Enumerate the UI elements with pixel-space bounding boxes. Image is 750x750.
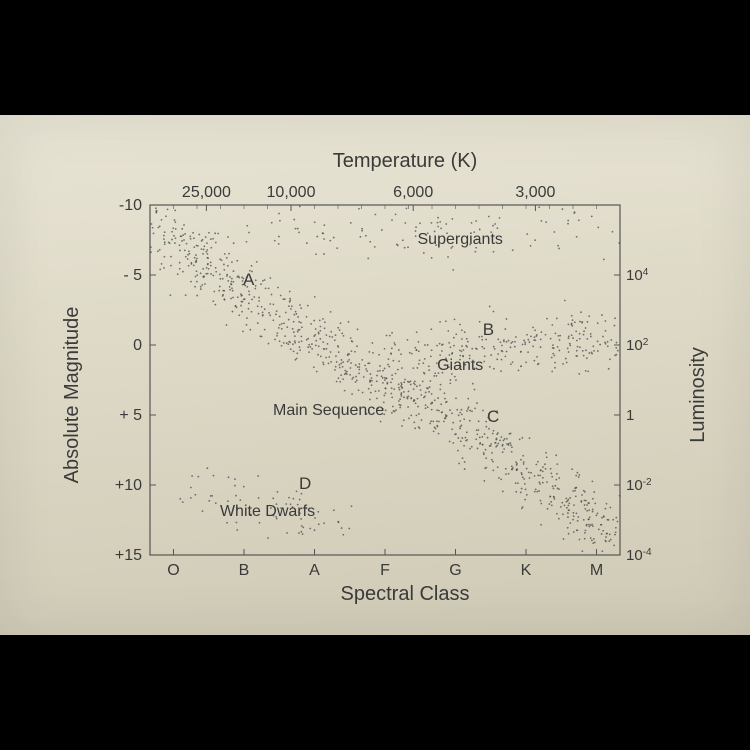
svg-text:25,000: 25,000 — [182, 184, 231, 201]
svg-text:0: 0 — [133, 337, 142, 354]
svg-text:D: D — [299, 474, 311, 493]
svg-text:A: A — [243, 270, 255, 289]
svg-text:B: B — [239, 562, 250, 579]
left-axis-title: Absolute Magnitude — [61, 307, 83, 484]
svg-text:-10: -10 — [119, 197, 142, 214]
svg-text:B: B — [483, 320, 494, 339]
svg-text:White Dwarfs: White Dwarfs — [220, 503, 315, 520]
svg-text:C: C — [487, 407, 499, 426]
svg-text:10-2: 10-2 — [626, 477, 652, 495]
svg-text:+ 5: + 5 — [119, 407, 142, 424]
chart-svg: Temperature (K) Absolute Magnitude Lumin… — [60, 145, 710, 605]
svg-text:Giants: Giants — [437, 357, 483, 374]
svg-text:Main Sequence: Main Sequence — [273, 402, 384, 419]
top-axis-title: Temperature (K) — [333, 150, 478, 172]
svg-text:1: 1 — [626, 407, 634, 424]
svg-text:3,000: 3,000 — [515, 184, 555, 201]
svg-text:104: 104 — [626, 267, 649, 285]
svg-text:O: O — [167, 562, 179, 579]
svg-text:102: 102 — [626, 337, 649, 355]
svg-text:M: M — [590, 562, 603, 579]
svg-text:F: F — [380, 562, 390, 579]
photo-frame: Temperature (K) Absolute Magnitude Lumin… — [0, 115, 750, 635]
hr-diagram: Temperature (K) Absolute Magnitude Lumin… — [60, 145, 710, 605]
svg-text:6,000: 6,000 — [393, 184, 433, 201]
svg-text:+15: +15 — [115, 547, 142, 564]
svg-text:K: K — [521, 562, 532, 579]
svg-text:G: G — [449, 562, 461, 579]
svg-text:Supergiants: Supergiants — [418, 231, 503, 248]
bottom-axis-title: Spectral Class — [341, 583, 470, 605]
svg-text:10,000: 10,000 — [267, 184, 316, 201]
right-axis-title: Luminosity — [687, 347, 709, 443]
svg-text:10-4: 10-4 — [626, 547, 652, 565]
plot-area: 25,000 10,000 6,000 3,000 -10 - 5 0 + 5 +10 +15 10… — [115, 184, 652, 579]
svg-text:- 5: - 5 — [123, 267, 142, 284]
svg-text:+10: +10 — [115, 477, 142, 494]
svg-text:A: A — [309, 562, 320, 579]
